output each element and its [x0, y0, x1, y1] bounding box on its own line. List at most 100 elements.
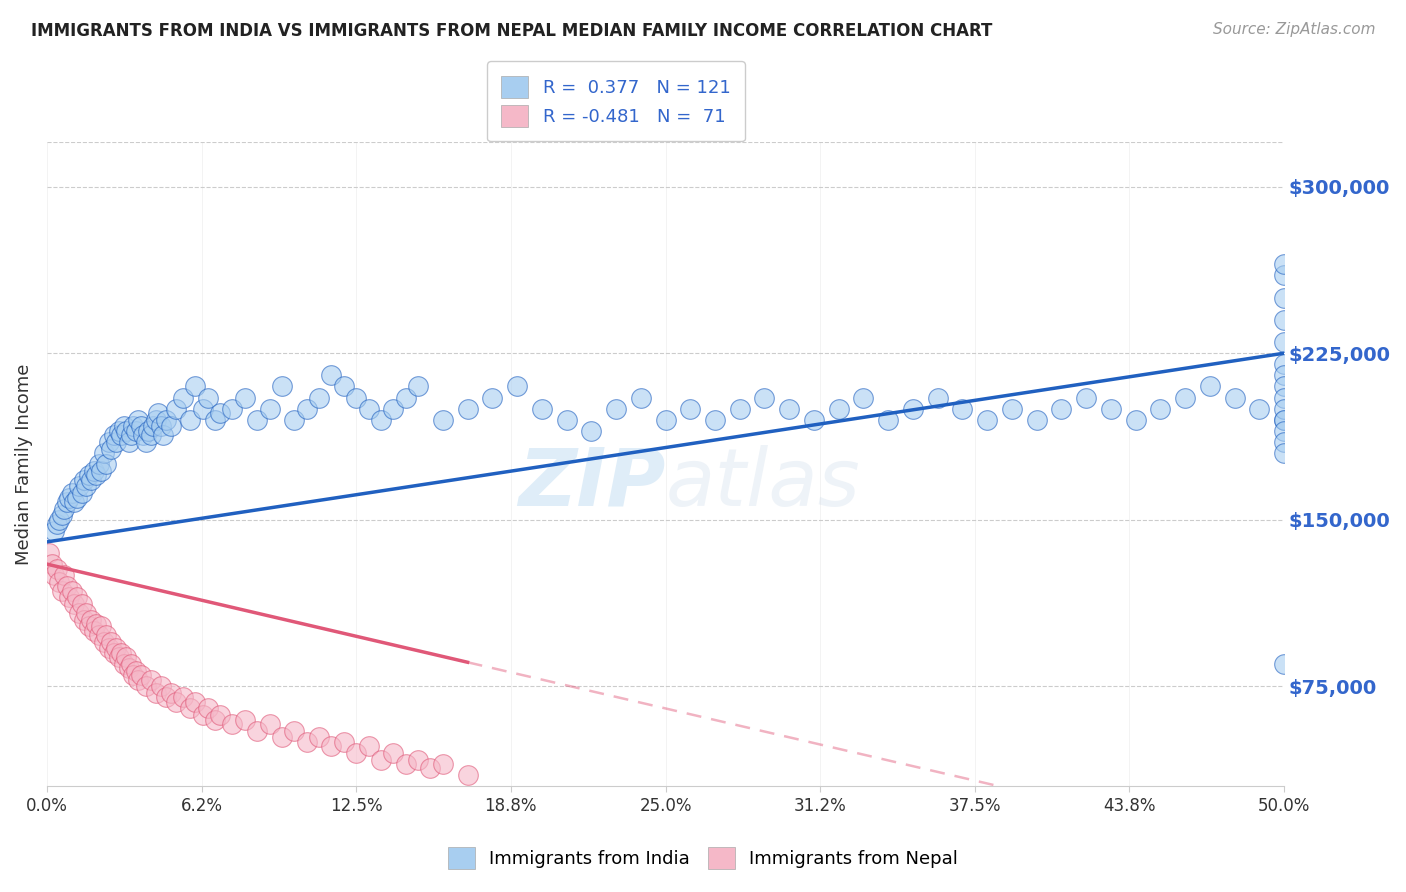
Point: [506, 379, 529, 393]
Point: [152, 428, 174, 442]
Point: [73, 473, 96, 487]
Point: [45, 561, 67, 575]
Point: [357, 401, 380, 416]
Point: [63, 597, 86, 611]
Point: [58, 591, 80, 605]
Point: [204, 413, 226, 427]
Point: [127, 413, 149, 427]
Point: [55, 495, 77, 509]
Point: [172, 391, 194, 405]
Point: [1272, 268, 1295, 283]
Point: [60, 486, 83, 500]
Point: [679, 401, 702, 416]
Point: [80, 473, 103, 487]
Point: [654, 413, 676, 427]
Point: [67, 479, 90, 493]
Point: [149, 679, 172, 693]
Point: [1272, 657, 1295, 671]
Point: [321, 739, 343, 754]
Point: [76, 479, 98, 493]
Point: [138, 424, 160, 438]
Point: [67, 606, 90, 620]
Point: [877, 413, 900, 427]
Point: [96, 457, 118, 471]
Point: [333, 735, 356, 749]
Point: [406, 752, 429, 766]
Point: [901, 401, 924, 416]
Point: [105, 641, 128, 656]
Point: [754, 391, 776, 405]
Point: [271, 731, 294, 745]
Legend: Immigrants from India, Immigrants from Nepal: Immigrants from India, Immigrants from N…: [440, 839, 966, 876]
Point: [1272, 335, 1295, 350]
Point: [283, 413, 305, 427]
Point: [145, 686, 167, 700]
Point: [308, 731, 330, 745]
Point: [395, 756, 418, 771]
Point: [76, 606, 98, 620]
Point: [295, 401, 318, 416]
Point: [38, 546, 60, 560]
Point: [1223, 391, 1246, 405]
Point: [271, 379, 294, 393]
Point: [605, 401, 627, 416]
Point: [53, 501, 76, 516]
Point: [139, 673, 162, 687]
Point: [191, 401, 214, 416]
Point: [221, 401, 243, 416]
Point: [246, 413, 269, 427]
Point: [1272, 379, 1295, 393]
Point: [142, 419, 165, 434]
Point: [103, 646, 125, 660]
Point: [259, 717, 281, 731]
Point: [93, 446, 115, 460]
Point: [382, 401, 405, 416]
Point: [117, 435, 139, 450]
Point: [581, 424, 603, 438]
Point: [60, 583, 83, 598]
Point: [41, 557, 63, 571]
Point: [129, 668, 152, 682]
Point: [209, 708, 232, 723]
Point: [117, 661, 139, 675]
Text: IMMIGRANTS FROM INDIA VS IMMIGRANTS FROM NEPAL MEDIAN FAMILY INCOME CORRELATION : IMMIGRANTS FROM INDIA VS IMMIGRANTS FROM…: [31, 22, 993, 40]
Point: [308, 391, 330, 405]
Point: [1025, 413, 1047, 427]
Point: [191, 708, 214, 723]
Point: [406, 379, 429, 393]
Point: [90, 464, 112, 478]
Point: [1249, 401, 1271, 416]
Point: [283, 723, 305, 738]
Point: [65, 491, 87, 505]
Point: [1272, 401, 1295, 416]
Point: [44, 568, 66, 582]
Point: [86, 617, 108, 632]
Point: [1272, 257, 1295, 271]
Point: [357, 739, 380, 754]
Point: [112, 657, 135, 671]
Point: [165, 401, 187, 416]
Point: [1272, 413, 1295, 427]
Point: [344, 391, 367, 405]
Point: [259, 401, 281, 416]
Point: [1272, 313, 1295, 327]
Point: [179, 701, 201, 715]
Point: [97, 435, 120, 450]
Point: [197, 391, 219, 405]
Point: [1272, 291, 1295, 305]
Point: [112, 419, 135, 434]
Point: [83, 624, 105, 638]
Point: [120, 657, 142, 671]
Point: [115, 650, 138, 665]
Point: [828, 401, 851, 416]
Point: [172, 690, 194, 705]
Point: [48, 513, 70, 527]
Point: [246, 723, 269, 738]
Point: [1174, 391, 1197, 405]
Point: [233, 713, 256, 727]
Point: [976, 413, 998, 427]
Point: [44, 524, 66, 538]
Point: [209, 406, 232, 420]
Point: [481, 391, 503, 405]
Y-axis label: Median Family Income: Median Family Income: [15, 364, 32, 565]
